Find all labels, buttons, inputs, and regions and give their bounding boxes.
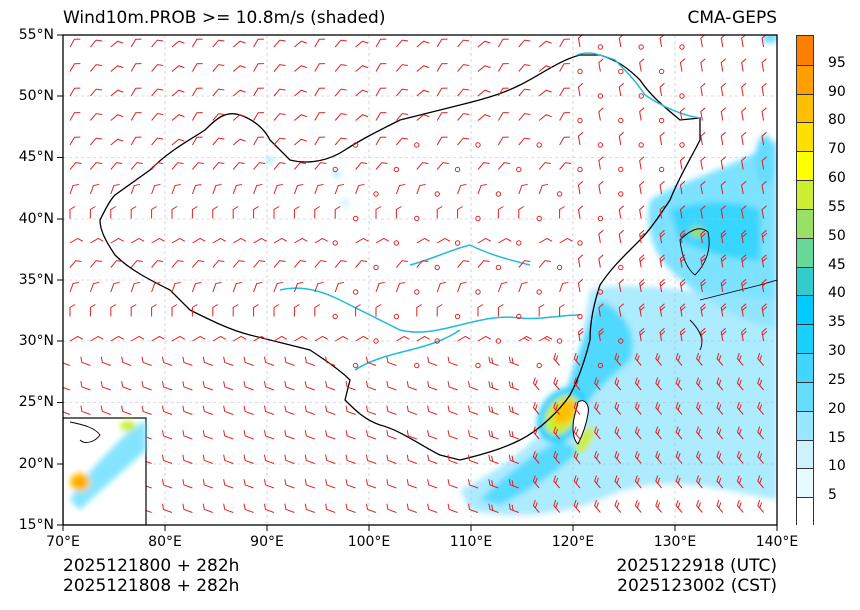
- colorbar-segment: [797, 266, 813, 296]
- colorbar-label: 55: [828, 198, 846, 215]
- colorbar-label: 25: [828, 371, 846, 388]
- colorbar-label: 50: [828, 227, 846, 244]
- colorbar-label: 35: [828, 314, 846, 331]
- y-tick-label: 20°N: [18, 456, 54, 472]
- y-tick-label: 15°N: [18, 517, 54, 533]
- x-tick-label: 100°E: [347, 534, 391, 550]
- x-tick-label: 110°E: [449, 534, 493, 550]
- colorbar-segment: [797, 180, 813, 209]
- y-tick-label: 30°N: [18, 333, 54, 349]
- colorbar-segment: [797, 151, 813, 181]
- colorbar-segment: [797, 324, 813, 354]
- colorbar-label: 5: [828, 487, 837, 504]
- colorbar-segment: [797, 353, 813, 382]
- colorbar: [796, 35, 814, 526]
- colorbar-segment: [797, 64, 813, 94]
- colorbar-segment: [797, 295, 813, 325]
- y-tick-label: 50°N: [18, 88, 54, 104]
- valid-utc: 2025122918 (UTC): [616, 556, 777, 576]
- china-border: [99, 54, 701, 461]
- colorbar-label: 60: [828, 170, 846, 187]
- colorbar-segment: [797, 468, 813, 498]
- colorbar-label: 95: [828, 54, 846, 71]
- colorbar-label: 30: [828, 343, 846, 360]
- colorbar-label: 20: [828, 400, 846, 417]
- colorbar-segment: [797, 497, 813, 526]
- x-tick-label: 70°E: [46, 534, 80, 550]
- colorbar-label: 80: [828, 112, 846, 129]
- y-tick-label: 55°N: [18, 27, 54, 43]
- colorbar-segment: [797, 93, 813, 123]
- x-tick-label: 140°E: [755, 534, 799, 550]
- colorbar-segment: [797, 208, 813, 238]
- y-tick-label: 35°N: [18, 272, 54, 288]
- colorbar-label: 90: [828, 83, 846, 100]
- y-tick-label: 40°N: [18, 211, 54, 227]
- colorbar-label: 40: [828, 285, 846, 302]
- colorbar-segment: [797, 237, 813, 267]
- colorbar-label: 45: [828, 256, 846, 273]
- chart-title: Wind10m.PROB >= 10.8m/s (shaded): [63, 8, 386, 28]
- valid-cst: 2025123002 (CST): [617, 576, 777, 596]
- x-tick-label: 90°E: [250, 534, 284, 550]
- rivers: [279, 52, 701, 371]
- colorbar-segment: [797, 36, 813, 65]
- y-tick-label: 45°N: [18, 149, 54, 165]
- x-tick-label: 130°E: [653, 534, 697, 550]
- wind-barbs: [63, 35, 768, 513]
- south-china-sea-inset: [63, 417, 147, 525]
- init-utc: 2025121800 + 282h: [63, 556, 240, 576]
- colorbar-segment: [797, 381, 813, 411]
- y-tick-label: 25°N: [18, 394, 54, 410]
- colorbar-segment: [797, 439, 813, 469]
- x-tick-label: 80°E: [148, 534, 182, 550]
- init-cst: 2025121808 + 282h: [63, 576, 240, 596]
- valid-time: 2025122918 (UTC) 2025123002 (CST): [616, 556, 777, 596]
- probability-shading: [266, 35, 777, 516]
- colorbar-segment: [797, 122, 813, 152]
- colorbar-label: 10: [828, 458, 846, 475]
- x-tick-label: 120°E: [551, 534, 595, 550]
- colorbar-segment: [797, 410, 813, 440]
- init-time: 2025121800 + 282h 2025121808 + 282h: [63, 556, 239, 596]
- colorbar-label: 15: [828, 429, 846, 446]
- model-name: CMA-GEPS: [687, 8, 777, 28]
- colorbar-label: 70: [828, 141, 846, 158]
